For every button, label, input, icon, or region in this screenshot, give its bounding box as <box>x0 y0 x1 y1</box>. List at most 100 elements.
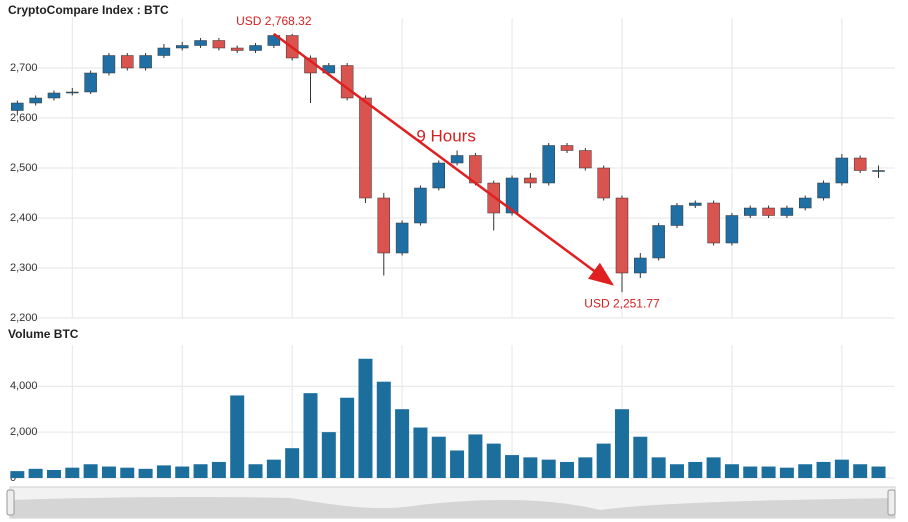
candle-body <box>249 45 262 51</box>
y-tick-label: 2,300 <box>10 262 38 274</box>
volume-bar <box>816 461 831 478</box>
volume-bar <box>65 467 80 478</box>
candle-body <box>689 202 702 206</box>
volume-bar <box>779 467 794 478</box>
candle-body <box>121 55 134 69</box>
y-tick-label: 2,600 <box>10 112 38 124</box>
candle-body <box>377 197 391 254</box>
volume-bar <box>28 468 43 478</box>
candle-body <box>194 40 207 46</box>
candle-body <box>505 177 519 214</box>
volume-bar <box>303 393 318 478</box>
volume-bar <box>798 464 813 478</box>
candle-body <box>634 257 647 274</box>
navigator[interactable] <box>6 486 896 519</box>
candle-body <box>84 72 97 93</box>
volume-bar <box>431 436 446 478</box>
candle-body <box>579 150 592 169</box>
volume-bar <box>669 464 684 478</box>
volume-bar <box>578 457 593 478</box>
candle-body <box>432 162 446 189</box>
candle-body <box>47 92 61 99</box>
candle-body <box>872 170 885 172</box>
candle-body <box>853 157 867 171</box>
volume-bar <box>761 466 776 478</box>
volume-bar <box>101 466 116 478</box>
candle-body <box>340 65 354 99</box>
volume-bar <box>743 466 758 478</box>
candle-body <box>267 35 281 46</box>
candle-body <box>707 202 720 244</box>
volume-bar <box>724 464 739 478</box>
candle-body <box>780 207 794 216</box>
candle-body <box>817 182 830 199</box>
y-tick-label: 2,500 <box>10 162 38 174</box>
chart-title: CryptoCompare Index : BTC <box>8 3 169 17</box>
volume-bar <box>651 457 666 478</box>
candle-body <box>359 97 372 199</box>
volume-bar <box>175 466 190 478</box>
volume-bar <box>358 358 373 478</box>
volume-bar <box>156 465 171 478</box>
volume-bar <box>376 381 391 478</box>
volume-bar <box>138 468 153 478</box>
volume-bar <box>523 457 538 478</box>
volume-bar <box>834 459 849 478</box>
volume-bar <box>83 464 98 478</box>
candle-body <box>29 97 42 104</box>
candle-body <box>725 215 739 244</box>
navigator-handle[interactable] <box>6 489 15 516</box>
candle-body <box>212 40 226 49</box>
volume-bar <box>230 395 245 478</box>
volume-bar <box>193 464 208 478</box>
candle-body <box>670 205 684 226</box>
candle-body <box>762 207 775 216</box>
volume-bar <box>211 461 226 478</box>
volume-bar <box>541 459 556 478</box>
trend-arrow <box>273 32 614 286</box>
candle-body <box>524 177 537 184</box>
volume-bar <box>614 409 629 478</box>
candle-body <box>615 197 629 274</box>
y-tick-label: 2,700 <box>10 62 38 74</box>
candle-body <box>157 47 171 56</box>
volume-bar <box>395 409 410 478</box>
volume-bar <box>321 432 336 478</box>
volume-bar <box>596 443 611 478</box>
volume-bar <box>486 443 501 478</box>
volume-bar <box>633 436 648 478</box>
candle-body <box>798 197 812 209</box>
candle-body <box>102 55 116 74</box>
volume-bar <box>46 469 61 478</box>
volume-title: Volume BTC <box>8 327 79 341</box>
candle-body <box>542 145 555 184</box>
annotation: USD 2,768.32 <box>236 14 312 28</box>
y-tick-label: 2,400 <box>10 212 38 224</box>
y-tick-label: 4,000 <box>10 380 38 392</box>
navigator-handle[interactable] <box>887 489 896 516</box>
candle-body <box>139 55 152 69</box>
volume-bar <box>688 461 703 478</box>
volume-bar <box>560 461 575 478</box>
annotation: 9 Hours <box>416 126 476 145</box>
volume-bar <box>266 459 281 478</box>
candle-body <box>175 45 189 49</box>
navigator-series <box>10 496 895 518</box>
volume-bar <box>871 466 886 478</box>
y-tick-label: 2,200 <box>10 312 38 324</box>
volume-bar <box>853 464 868 478</box>
y-tick-label: 2,000 <box>10 426 38 438</box>
volume-bar <box>285 448 300 478</box>
candle-body <box>450 155 464 164</box>
candle-body <box>414 187 427 224</box>
volume-bar <box>248 464 263 478</box>
volume-bar <box>450 450 465 478</box>
candle-body <box>11 102 24 111</box>
candle-body <box>597 167 610 199</box>
volume-bar <box>340 397 355 478</box>
candle-body <box>743 207 757 216</box>
volume-bar <box>413 427 428 478</box>
candle-body <box>395 222 409 254</box>
candle-body <box>230 47 244 51</box>
